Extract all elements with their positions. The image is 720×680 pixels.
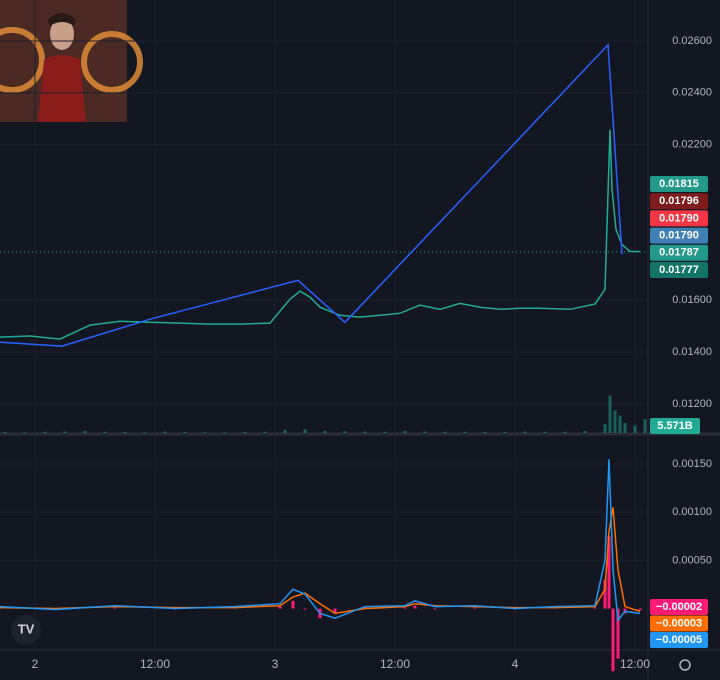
tradingview-logo[interactable]: TV (11, 615, 41, 645)
volume-bar (143, 432, 147, 433)
volume-bar (283, 430, 287, 433)
volume-bar (303, 429, 307, 433)
histogram-bar (603, 579, 607, 609)
last-value-label: 0.01790 (659, 230, 699, 242)
last-value-badge (650, 244, 708, 261)
series-line (0, 129, 640, 340)
y-tick-label: 0.01600 (672, 294, 712, 306)
histogram-bar (403, 607, 407, 609)
last-value-label: 0.01796 (659, 195, 699, 207)
svg-text:TV: TV (18, 621, 35, 636)
last-value-label: 0.01815 (659, 178, 699, 190)
volume-label: 5.571B (657, 420, 693, 432)
last-value-badge (650, 210, 708, 227)
last-value-badge (650, 615, 708, 632)
volume-bar (563, 431, 567, 433)
series-line (0, 43, 623, 347)
volume-bar (363, 431, 367, 433)
volume-bar (503, 432, 507, 433)
last-value-label: 0.01777 (659, 264, 699, 276)
y-tick-label: 0.00150 (672, 458, 712, 470)
histogram-bar (363, 606, 367, 609)
y-tick-label: 0.02600 (672, 35, 712, 47)
histogram-bar (433, 608, 437, 610)
x-tick-label: 3 (272, 657, 279, 671)
volume-bar (343, 431, 347, 433)
last-value-badge (650, 632, 708, 648)
x-tick-label: 12:00 (380, 657, 410, 671)
y-tick-label: 0.02400 (672, 87, 712, 99)
volume-bar (423, 431, 427, 433)
histogram-bar (291, 600, 295, 609)
volume-bar (223, 432, 227, 433)
volume-bar (3, 432, 7, 433)
volume-bar (183, 432, 187, 433)
volume-bar (23, 432, 27, 433)
histogram-bar (473, 607, 477, 609)
x-tick-label: 12:00 (620, 657, 650, 671)
volume-badge (650, 418, 700, 434)
y-tick-label: 0.01200 (672, 398, 712, 410)
volume-bar (483, 432, 487, 433)
y-tick-label: 0.00050 (672, 554, 712, 566)
last-value-label: 0.01787 (659, 247, 699, 259)
x-tick-label: 2 (32, 657, 39, 671)
volume-bar (613, 410, 617, 433)
volume-bar (263, 431, 267, 433)
y-tick-label: 0.02200 (672, 139, 712, 151)
volume-bar (103, 431, 107, 433)
histogram-bar (611, 608, 615, 672)
volume-bar (203, 432, 207, 433)
volume-bar (383, 431, 387, 433)
volume-bar (603, 424, 607, 433)
volume-bar (323, 430, 327, 433)
volume-bar (618, 415, 622, 433)
last-value-label: −0.00002 (656, 601, 702, 613)
volume-bar (643, 419, 647, 433)
volume-bar (163, 431, 167, 433)
last-value-label: 0.01790 (659, 212, 699, 224)
histogram-bar (333, 608, 337, 614)
histogram-bar (638, 608, 642, 611)
last-value-badge (650, 193, 708, 210)
histogram-bar (278, 606, 282, 609)
settings-icon[interactable] (679, 659, 691, 671)
x-tick-label: 12:00 (140, 657, 170, 671)
volume-bar (623, 423, 627, 433)
histogram-bar (616, 608, 620, 659)
histogram-bar (607, 536, 611, 609)
y-tick-label: 0.00100 (672, 506, 712, 518)
volume-bar (83, 431, 87, 433)
volume-bar (543, 431, 547, 433)
volume-bar (443, 431, 447, 433)
volume-bar (608, 395, 612, 433)
volume-bar (63, 431, 67, 433)
histogram-bar (113, 607, 117, 609)
last-value-label: −0.00005 (656, 634, 702, 646)
volume-bar (243, 432, 247, 433)
x-tick-label: 4 (512, 657, 519, 671)
histogram-bar (593, 607, 597, 609)
last-value-badge (650, 599, 708, 615)
volume-bar (633, 425, 637, 433)
y-tick-label: 0.01400 (672, 346, 712, 358)
volume-bar (463, 431, 467, 433)
histogram-bar (303, 608, 307, 610)
last-value-badge (650, 262, 708, 278)
volume-bar (123, 432, 127, 433)
last-value-label: −0.00003 (656, 617, 702, 629)
thumbnail (0, 0, 143, 122)
volume-bar (403, 431, 407, 433)
last-value-badge (650, 227, 708, 244)
series-line (0, 459, 641, 622)
volume-bar (43, 431, 47, 433)
histogram-bar (413, 605, 417, 609)
volume-bar (523, 431, 527, 433)
last-value-badge (650, 176, 708, 192)
volume-bar (583, 431, 587, 433)
